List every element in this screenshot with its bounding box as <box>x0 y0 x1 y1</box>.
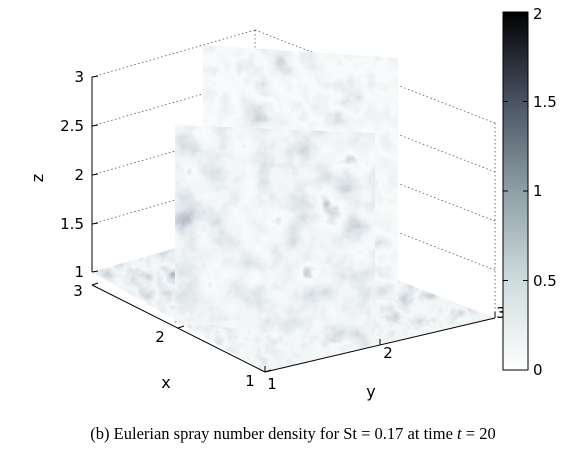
y-tick-marks <box>264 312 496 372</box>
z-tick-label: 1 <box>74 263 84 281</box>
z-tick-label: 1.5 <box>60 215 84 233</box>
y-tick-label: 1 <box>267 375 277 393</box>
figure-caption: (b) Eulerian spray number density for St… <box>0 424 586 444</box>
x-tick-label: 1 <box>245 372 255 390</box>
z-tick-marks <box>91 75 99 273</box>
x-tick-label: 3 <box>73 282 83 300</box>
y-tick-label: 2 <box>383 344 393 362</box>
figure-3d-slices: 3 2.5 2 1.5 1 z 3 2 1 x 1 2 3 y 2 1.5 1 … <box>28 5 557 401</box>
z-tick-label: 2.5 <box>60 117 84 135</box>
y-tick-label: 3 <box>496 304 506 322</box>
z-tick-label: 3 <box>74 68 84 86</box>
z-axis-label: z <box>28 174 47 182</box>
front-slice <box>175 125 375 348</box>
caption-prefix: (b) Eulerian spray number density for <box>90 424 344 443</box>
colorbar-tick-marks <box>503 11 528 371</box>
y-axis-label: y <box>366 382 375 401</box>
x-axis-label: x <box>161 373 170 392</box>
caption-t-eq: = 20 <box>461 424 496 443</box>
colorbar-tick-label: 2 <box>533 5 543 23</box>
caption-t-symbol: t <box>457 424 462 443</box>
colorbar-tick-label: 1 <box>533 182 543 200</box>
colorbar-tick-label: 0.5 <box>533 272 557 290</box>
colorbar-tick-label: 1.5 <box>533 93 557 111</box>
caption-st-symbol: St <box>343 424 357 443</box>
x-tick-label: 2 <box>155 328 165 346</box>
z-tick-label: 2 <box>74 166 84 184</box>
x-tick-marks <box>91 282 272 373</box>
caption-st-eq: = 0.17 at time <box>357 424 458 443</box>
colorbar-tick-label: 0 <box>533 361 543 379</box>
